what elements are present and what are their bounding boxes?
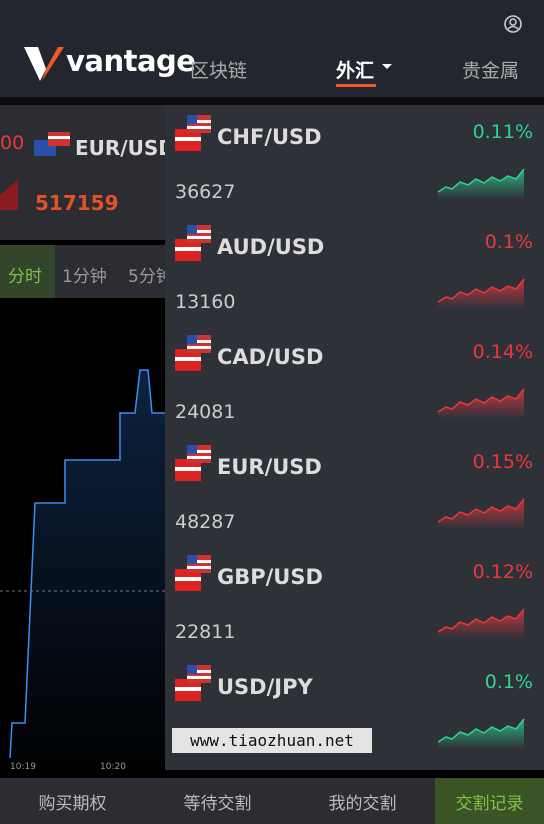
pair-name[interactable]: GBP/USD — [217, 565, 323, 589]
pair-volume: 13160 — [175, 291, 236, 313]
flag — [175, 555, 211, 591]
pair-change: 0.14% — [472, 341, 533, 363]
sparkline — [438, 168, 525, 199]
sparkline — [438, 278, 525, 309]
flag — [175, 225, 211, 261]
sparkline — [438, 718, 525, 749]
pair-name[interactable]: AUD/USD — [217, 235, 325, 259]
sparkline — [438, 388, 525, 419]
nav-item[interactable]: 贵金属 — [462, 60, 520, 82]
nav-item[interactable]: 区块链 — [190, 60, 248, 82]
flag — [34, 132, 70, 156]
sparkline — [438, 608, 525, 639]
tab-active-bg — [0, 245, 55, 298]
bottom-tab[interactable]: 交割记录 — [455, 794, 524, 814]
price-chart — [0, 369, 165, 778]
time-label: 10:20 — [100, 762, 126, 772]
pair-change: 0.1% — [484, 671, 533, 693]
header — [0, 0, 544, 97]
pair-change: 0.11% — [472, 121, 533, 143]
pair-name[interactable]: EUR/USD — [217, 455, 322, 479]
flag — [175, 445, 211, 481]
nav-item-active[interactable]: 外汇 — [336, 60, 375, 82]
bottom-tab-active-bg — [435, 778, 544, 824]
user-icon[interactable] — [503, 14, 523, 34]
ticker-price: 517159 — [35, 191, 119, 215]
pair-volume: 22811 — [175, 621, 236, 643]
nav-underline — [336, 84, 376, 87]
time-label: 10:19 — [10, 762, 36, 772]
pair-name[interactable]: CAD/USD — [217, 345, 324, 369]
pair-name[interactable]: CHF/USD — [217, 125, 322, 149]
pair-volume: 36627 — [175, 181, 236, 203]
flag — [175, 665, 211, 701]
ticker-panel — [0, 105, 165, 240]
pair-change: 0.12% — [472, 561, 533, 583]
logo-mark — [24, 47, 64, 81]
ticker-pair: EUR/USD — [75, 136, 175, 160]
pair-change: 0.15% — [472, 451, 533, 473]
tab[interactable]: 分时 — [8, 267, 42, 287]
tab[interactable]: 5分钟 — [128, 267, 173, 287]
header-shadow — [0, 97, 544, 105]
tab[interactable]: 1分钟 — [62, 267, 107, 287]
flag — [175, 115, 211, 151]
flag — [175, 335, 211, 371]
caret — [382, 64, 392, 69]
sparkline — [438, 498, 525, 529]
ticker-spark — [0, 180, 18, 210]
logo: vantage — [66, 44, 196, 78]
pair-volume: 24081 — [175, 401, 236, 423]
ticker-value: 00 — [0, 132, 25, 154]
pair-change: 0.1% — [484, 231, 533, 253]
bottom-tab[interactable]: 购买期权 — [38, 794, 107, 814]
watermark: www.tiaozhuan.net — [172, 728, 372, 753]
dropdown — [165, 105, 544, 770]
bottom-tab[interactable]: 我的交割 — [328, 794, 397, 814]
pair-volume: 48287 — [175, 511, 236, 533]
bottom-tab[interactable]: 等待交割 — [183, 794, 252, 814]
pair-name[interactable]: USD/JPY — [217, 675, 313, 699]
